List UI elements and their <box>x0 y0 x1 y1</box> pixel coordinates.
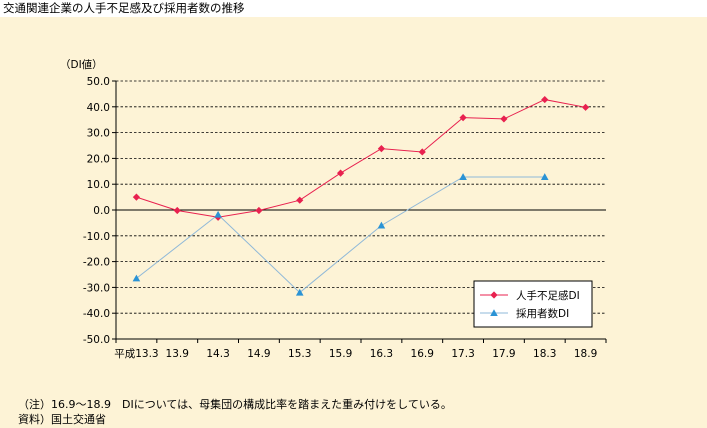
x-tick-label: 16.9 <box>411 348 434 360</box>
x-tick-label: 13.9 <box>166 348 189 360</box>
source-note: 資料）国土交通省 <box>18 413 106 426</box>
line-chart: 50.0 40.0 30.0 20.0 10.0 0.0 -10.0 -20.0 -30.0 -4… <box>60 58 607 360</box>
data-point <box>459 114 467 122</box>
x-tick-label: 15.3 <box>288 348 311 360</box>
y-tick-label: -40.0 <box>83 308 110 320</box>
data-point <box>296 196 304 204</box>
data-point <box>377 144 386 153</box>
y-tick-label: 10.0 <box>87 179 110 191</box>
chart-panel <box>0 17 707 428</box>
y-tick-label: 20.0 <box>87 153 110 165</box>
y-axis-label: （DI値） <box>60 58 103 71</box>
data-point <box>255 206 263 215</box>
x-tick-label: 14.9 <box>247 348 270 360</box>
y-tick-label: -50.0 <box>83 334 110 346</box>
data-point <box>214 210 222 218</box>
x-tick-label: 15.9 <box>329 348 352 360</box>
axes: 50.0 40.0 30.0 20.0 10.0 0.0 -10.0 -20.0 -30.0 -4… <box>83 76 607 360</box>
legend: 人手不足感DI 採用者数DI <box>473 280 593 328</box>
y-tick-label: -30.0 <box>83 282 110 294</box>
data-point <box>459 173 467 181</box>
x-tick-label: 18.9 <box>574 348 597 360</box>
data-point <box>132 274 141 282</box>
y-tick-label: 50.0 <box>87 76 110 88</box>
x-tick-label: 16.3 <box>370 348 393 360</box>
data-point <box>132 193 141 201</box>
legend-marker <box>490 309 498 317</box>
y-tick-label: 30.0 <box>87 128 110 140</box>
data-point <box>173 206 181 215</box>
data-point <box>377 221 386 229</box>
series-line <box>136 99 586 218</box>
x-tick-label: 平成13.3 <box>114 348 158 360</box>
page-title: 交通関連企業の人手不足感及び採用者数の推移 <box>3 1 245 15</box>
data-point <box>418 148 426 156</box>
legend-marker <box>490 291 498 299</box>
footnote: （注）16.9～18.9 DIについては、母集団の構成比率を踏まえた重み付けをし… <box>18 398 452 411</box>
data-point <box>500 115 508 123</box>
y-tick-label: -10.0 <box>83 231 110 243</box>
y-tick-label: 40.0 <box>87 102 110 114</box>
series-line <box>136 176 545 294</box>
y-tick-label: -20.0 <box>83 257 110 269</box>
x-tick-label: 18.3 <box>533 348 556 360</box>
x-tick-label: 17.3 <box>451 348 474 360</box>
grid-lines <box>116 80 606 314</box>
data-point <box>581 103 590 111</box>
data-point <box>336 169 345 177</box>
data-point <box>541 95 549 104</box>
y-tick-label: 0.0 <box>93 205 110 217</box>
data-point <box>540 173 549 181</box>
legend-label: 採用者数DI <box>516 307 569 320</box>
data-point <box>295 288 304 296</box>
x-tick-label: 17.9 <box>492 348 515 360</box>
legend-box <box>473 280 593 328</box>
series-layer <box>132 95 590 296</box>
legend-label: 人手不足感DI <box>516 289 580 302</box>
x-tick-label: 14.3 <box>206 348 229 360</box>
